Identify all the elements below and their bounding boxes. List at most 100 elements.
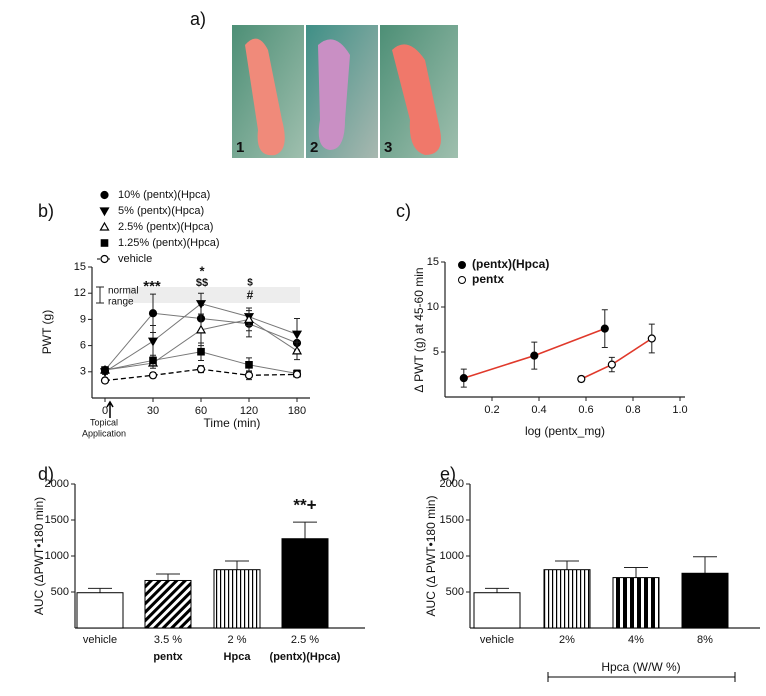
y-tick-label: 12 [74, 287, 86, 299]
bar [144, 579, 192, 629]
group-label: Hpca (W/W %) [601, 660, 680, 674]
marker [243, 314, 255, 323]
x-tick-label: 60 [195, 405, 207, 417]
x-tick-note: pentx [153, 651, 183, 663]
marker [244, 371, 254, 380]
photo-label: 1 [236, 139, 244, 156]
y-tick-label: 1000 [45, 550, 69, 562]
y-axis-label: AUC (Δ PWT•180 min) [424, 496, 438, 617]
y-tick-label: 15 [427, 256, 439, 268]
panel-label: b) [38, 201, 54, 221]
arrow [106, 400, 114, 418]
marker [647, 334, 656, 343]
y-tick-label: 500 [446, 586, 464, 598]
x-tick-label: 180 [288, 405, 306, 417]
marker [148, 371, 158, 380]
marker [195, 300, 207, 309]
error-bar [555, 560, 579, 570]
bar [281, 538, 329, 629]
marker [197, 347, 205, 356]
legend-label: pentx [472, 272, 504, 286]
y-tick-label: 3 [80, 366, 86, 378]
annotation: Topical [90, 417, 118, 427]
x-tick-label: vehicle [83, 634, 117, 646]
legend-label: (pentx)(Hpca) [472, 257, 549, 271]
x-tick-label: 0.8 [625, 404, 640, 416]
legend-label: 10% (pentx)(Hpca) [118, 189, 210, 201]
marker [101, 366, 109, 374]
annotation: Application [82, 428, 126, 438]
y-tick-label: 1500 [440, 514, 464, 526]
x-tick-label: 0.4 [531, 404, 546, 416]
error-bar [225, 560, 249, 570]
x-tick-label: 2.5 % [291, 634, 319, 646]
x-tick-label: 0.6 [578, 404, 593, 416]
fit-line [580, 337, 653, 380]
bar [681, 572, 729, 629]
legend-label: vehicle [118, 253, 152, 265]
x-tick-note: (pentx)(Hpca) [270, 651, 341, 663]
marker [100, 376, 110, 385]
y-tick-label: 15 [74, 261, 86, 273]
y-tick-label: 6 [80, 340, 86, 352]
marker [99, 221, 110, 231]
legend-label: 5% (pentx)(Hpca) [118, 205, 204, 217]
photo-label: 3 [384, 139, 392, 156]
annotation: * [199, 263, 205, 278]
paw [245, 38, 285, 156]
y-axis-label: Δ PWT (g) at 45-60 min [412, 267, 426, 392]
marker [600, 324, 609, 333]
marker [245, 361, 253, 369]
marker [459, 374, 468, 383]
x-tick-label: 0 [102, 405, 108, 417]
marker [577, 374, 586, 384]
marker [99, 207, 110, 217]
marker [100, 190, 109, 200]
bar [612, 577, 660, 629]
marker [607, 360, 616, 369]
x-tick-label: 4% [628, 634, 644, 646]
x-axis-label: Time (min) [204, 416, 261, 430]
marker [148, 309, 158, 318]
legend-marker [458, 276, 466, 284]
x-tick-label: 3.5 % [154, 634, 182, 646]
panel-label: d) [38, 464, 54, 484]
bar [213, 569, 261, 629]
x-tick-label: 2% [559, 634, 575, 646]
annotation: range [108, 297, 134, 308]
x-tick-label: 0.2 [484, 404, 499, 416]
marker [100, 239, 109, 247]
error-bar [624, 567, 648, 578]
x-tick-label: 1.0 [672, 404, 687, 416]
annotation: # [247, 288, 254, 302]
y-tick-label: 10 [427, 301, 439, 313]
marker [100, 254, 109, 264]
bar [473, 592, 521, 629]
marker [196, 365, 206, 374]
annotation: normal [108, 286, 139, 297]
marker [149, 356, 157, 365]
annotation: **+ [293, 496, 316, 515]
x-tick-label: 2 % [228, 634, 247, 646]
bar [543, 569, 591, 629]
x-tick-note: Hpca [224, 651, 252, 663]
x-tick-label: vehicle [480, 634, 514, 646]
y-tick-label: 9 [80, 313, 86, 325]
annotation: $ [247, 278, 253, 289]
marker [291, 330, 303, 340]
legend-label: 1.25% (pentx)(Hpca) [118, 237, 220, 249]
y-tick-label: 2000 [440, 478, 464, 490]
y-axis-label: PWT (g) [40, 310, 54, 354]
photo-label: 2 [310, 139, 318, 156]
panel-label: e) [440, 464, 456, 484]
paw [318, 39, 350, 150]
panel-label: a) [190, 9, 206, 29]
y-tick-label: 1000 [440, 550, 464, 562]
bar [76, 592, 124, 629]
x-tick-label: 30 [147, 405, 159, 417]
marker [195, 324, 207, 334]
error-bar [693, 556, 717, 574]
marker [291, 345, 303, 355]
y-tick-label: 500 [51, 586, 69, 598]
